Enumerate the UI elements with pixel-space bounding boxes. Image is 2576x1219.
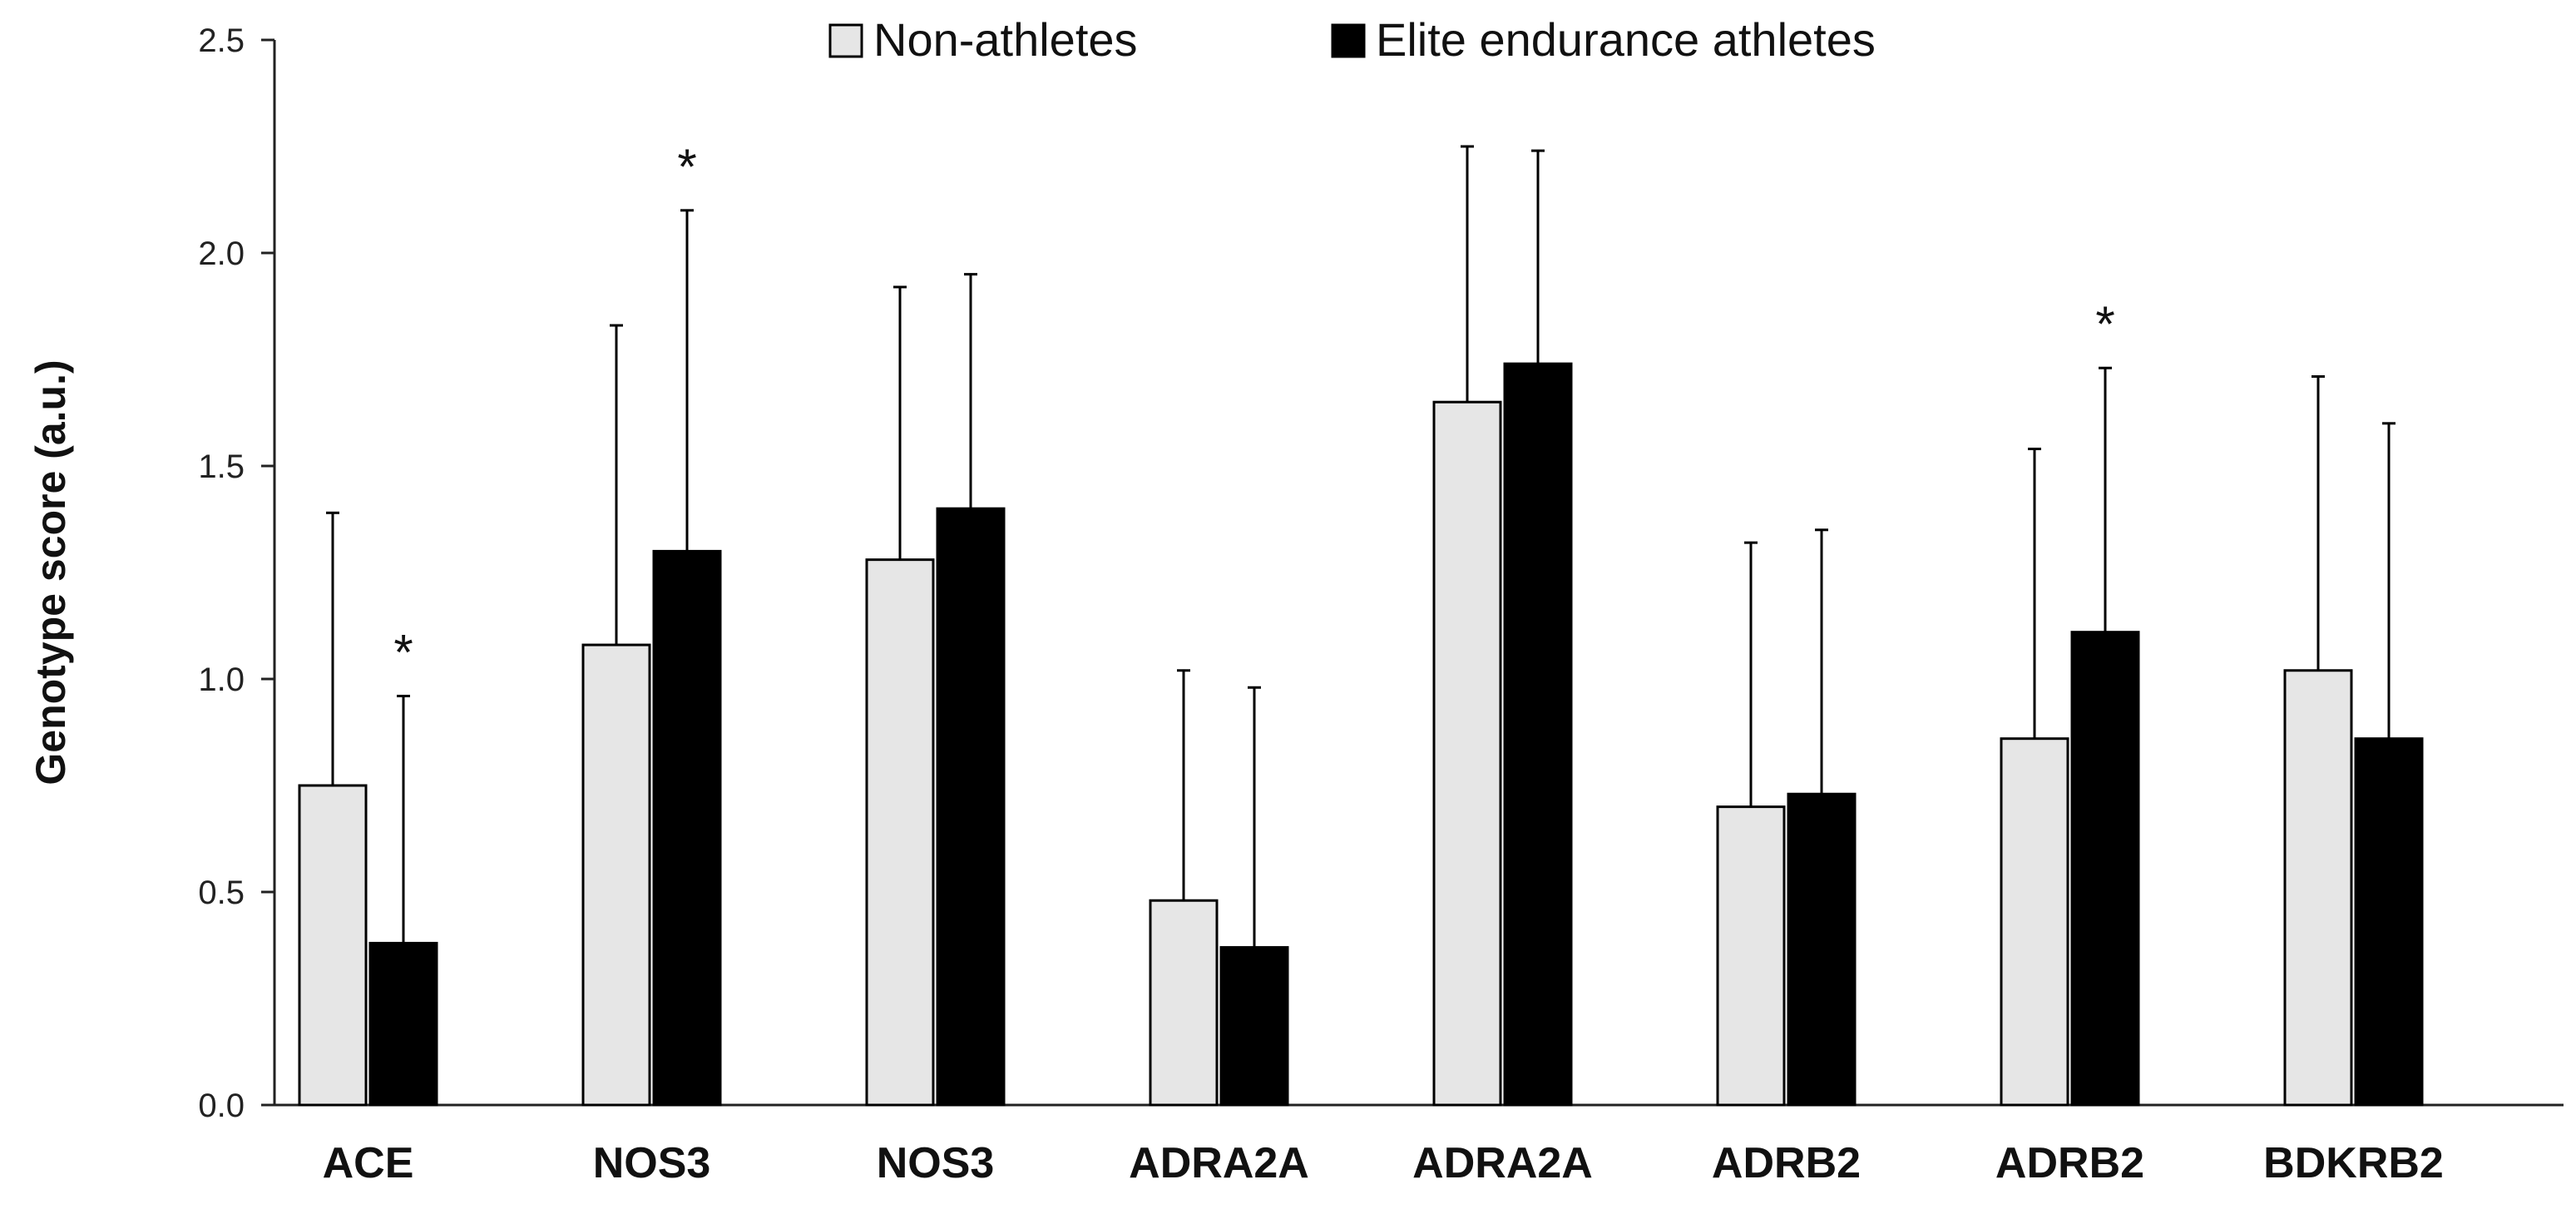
- bar-athletes: [1219, 946, 1289, 1107]
- bar-athletes: [2354, 737, 2424, 1107]
- x-tick-label: ADRA2A: [1412, 1139, 1593, 1187]
- legend: Non-athletes Elite endurance athletes: [828, 13, 1876, 66]
- bar-non-athletes: [1149, 899, 1219, 1107]
- legend-swatch-athletes: [1331, 23, 1366, 58]
- bar-non-athletes: [2000, 737, 2069, 1107]
- bar-non-athletes: [1432, 400, 1502, 1107]
- x-tick-label: BDKRB2: [2263, 1139, 2444, 1187]
- x-tick-label: ACE: [323, 1139, 414, 1187]
- y-tick-label: 0.5: [198, 875, 245, 911]
- x-tick-label: ADRB2: [1995, 1139, 2144, 1187]
- y-tick-label: 1.0: [198, 662, 245, 698]
- y-tick-label: 2.0: [198, 235, 245, 272]
- y-tick-label: 1.5: [198, 448, 245, 485]
- legend-swatch-non-athletes: [828, 23, 863, 58]
- x-tick-label: NOS3: [877, 1139, 995, 1187]
- legend-label-non-athletes: Non-athletes: [873, 13, 1138, 66]
- bar-athletes: [2070, 631, 2140, 1107]
- y-tick-label: 0.0: [198, 1088, 245, 1124]
- bar-athletes: [652, 549, 722, 1107]
- y-axis-title-group: Genotype score (a.u.): [27, 359, 74, 785]
- significance-marker: *: [677, 139, 696, 195]
- y-axis-title: Genotype score (a.u.): [27, 359, 74, 785]
- y-tick-label: 2.5: [198, 22, 245, 59]
- bar-non-athletes: [2283, 669, 2353, 1107]
- bar-athletes: [936, 507, 1006, 1107]
- bar-non-athletes: [581, 643, 651, 1107]
- legend-label-athletes: Elite endurance athletes: [1376, 13, 1876, 66]
- plot-area: 0.0 0.5 1.0 1.5 2.0 2.5 * ACE * NOS3 NOS3 ADRA2A ADR…: [198, 22, 2564, 1187]
- bar-athletes: [1503, 362, 1573, 1107]
- bar-non-athletes: [298, 784, 368, 1107]
- x-tick-label: ADRB2: [1712, 1139, 1861, 1187]
- bar-athletes: [368, 941, 438, 1107]
- significance-marker: *: [2095, 296, 2114, 352]
- bar-non-athletes: [1716, 805, 1786, 1107]
- x-tick-label: ADRA2A: [1129, 1139, 1309, 1187]
- bar-athletes: [1787, 792, 1857, 1107]
- bar-non-athletes: [865, 558, 935, 1107]
- significance-marker: *: [393, 624, 413, 680]
- x-tick-label: NOS3: [593, 1139, 711, 1187]
